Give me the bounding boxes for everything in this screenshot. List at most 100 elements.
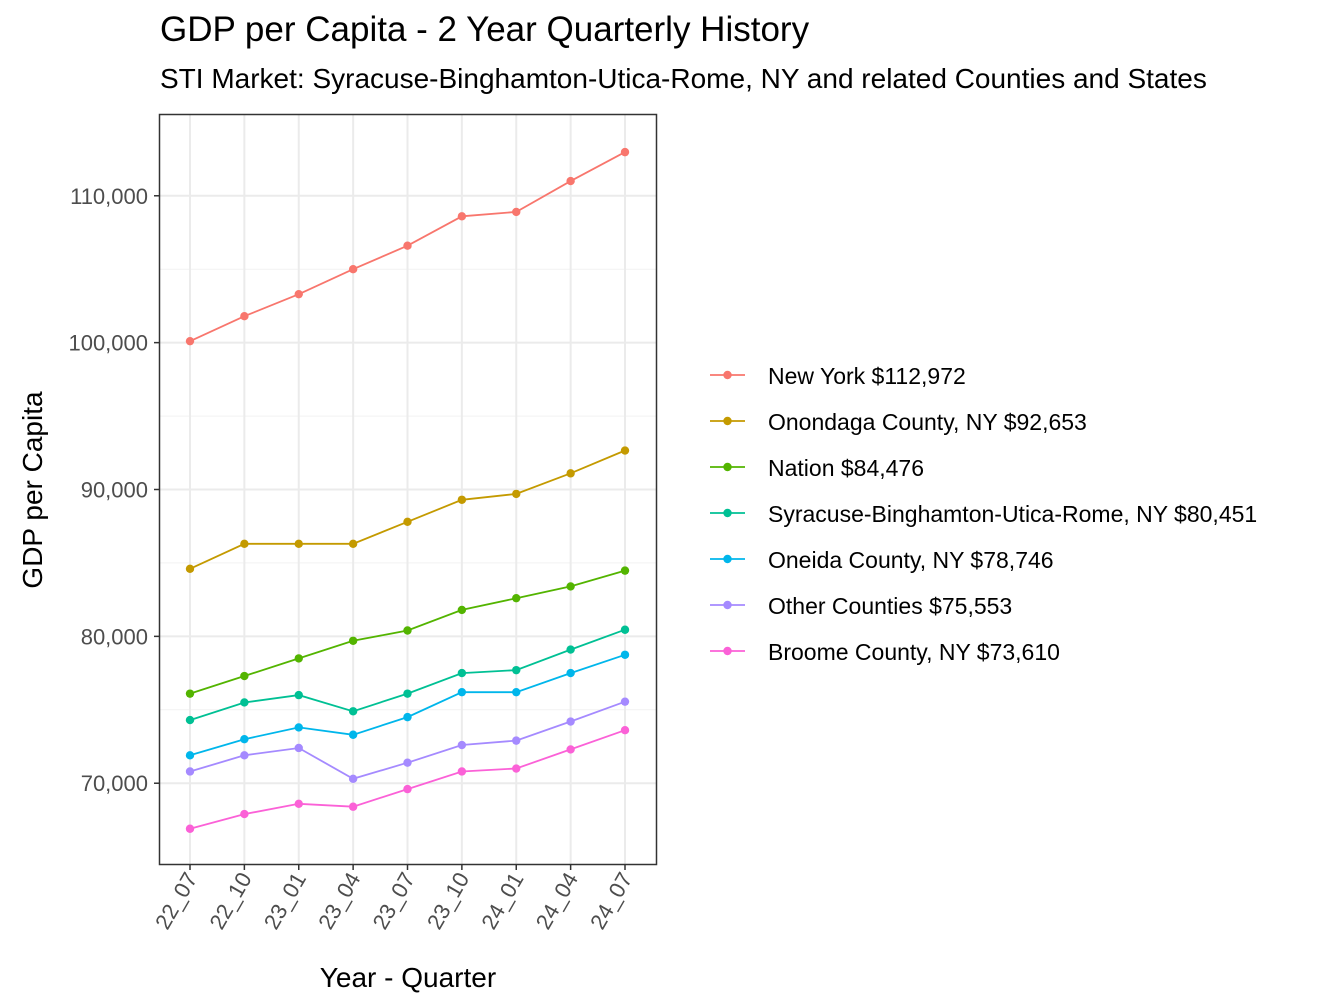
y-tick-label: 110,000 (70, 184, 148, 209)
data-point (457, 767, 467, 776)
data-point (512, 764, 521, 773)
data-point (620, 726, 630, 735)
data-point (294, 723, 303, 732)
legend-item: Other Counties $75,553 (710, 593, 1012, 619)
data-point (620, 566, 630, 575)
data-point (185, 715, 195, 725)
data-point (512, 736, 521, 745)
y-tick-label: 80,000 (81, 624, 148, 649)
data-point (294, 539, 303, 549)
y-tick-label: 100,000 (68, 331, 148, 356)
data-point (457, 687, 467, 697)
data-point (403, 689, 412, 698)
series-6 (185, 726, 630, 833)
data-point (185, 767, 195, 776)
data-point (240, 809, 249, 819)
legend-item: Broome County, NY $73,610 (710, 639, 1060, 665)
legend-key-point (723, 416, 732, 426)
data-point (348, 539, 358, 549)
data-point (185, 689, 195, 698)
data-point (620, 446, 630, 455)
data-point (403, 241, 412, 250)
legend-label: Nation $84,476 (768, 455, 924, 481)
data-point (348, 774, 358, 784)
data-point (294, 743, 303, 753)
data-point (240, 312, 249, 321)
data-point (294, 654, 303, 663)
data-point (620, 650, 630, 659)
data-point (403, 758, 412, 767)
legend-key-point (723, 554, 732, 564)
data-point (620, 697, 630, 706)
data-point (566, 645, 575, 654)
legend-label: Syracuse-Binghamton-Utica-Rome, NY $80,4… (768, 501, 1257, 527)
series-5 (185, 697, 630, 784)
legend-item: New York $112,972 (710, 363, 966, 389)
x-tick-label: 24_04 (531, 868, 583, 933)
y-tick-label: 70,000 (81, 771, 148, 796)
data-point (566, 582, 575, 591)
legend-item: Onondaga County, NY $92,653 (710, 409, 1087, 435)
x-tick-label: 22_07 (150, 868, 202, 933)
legend-item: Oneida County, NY $78,746 (710, 547, 1054, 573)
data-point (457, 495, 467, 504)
legend-label: New York $112,972 (768, 363, 966, 389)
data-point (348, 802, 358, 811)
series-1 (185, 446, 630, 574)
x-tick-label: 22_10 (204, 868, 256, 933)
legend-key-point (723, 508, 732, 518)
data-point (294, 289, 303, 299)
chart-subtitle: STI Market: Syracuse-Binghamton-Utica-Ro… (160, 63, 1207, 94)
data-point (348, 707, 358, 716)
legend-item: Syracuse-Binghamton-Utica-Rome, NY $80,4… (710, 501, 1257, 527)
x-tick-label: 23_01 (259, 868, 311, 933)
legend-label: Onondaga County, NY $92,653 (768, 409, 1087, 435)
data-point (348, 730, 358, 739)
data-point (566, 176, 575, 186)
x-tick-label: 24_01 (476, 868, 528, 933)
data-point (348, 636, 358, 645)
data-point (566, 717, 575, 726)
data-point (566, 469, 575, 478)
series-4 (185, 650, 630, 760)
series-layer (185, 147, 630, 833)
x-tick-label: 24_07 (585, 868, 637, 933)
data-point (620, 625, 630, 634)
legend-key-point (723, 646, 732, 656)
data-point (240, 671, 249, 681)
data-point (403, 626, 412, 635)
legend-label: Other Counties $75,553 (768, 593, 1012, 619)
data-point (240, 539, 249, 549)
data-point (348, 265, 358, 274)
chart-title: GDP per Capita - 2 Year Quarterly Histor… (160, 10, 810, 49)
legend-key-point (723, 600, 732, 610)
data-point (240, 751, 249, 760)
data-point (512, 593, 521, 603)
data-point (403, 517, 412, 527)
series-0 (185, 147, 630, 346)
data-point (512, 665, 521, 675)
legend-key-point (723, 370, 732, 380)
legend-label: Oneida County, NY $78,746 (768, 547, 1054, 573)
data-point (566, 668, 575, 678)
data-point (512, 489, 521, 499)
legend-key-point (723, 462, 732, 472)
data-point (457, 212, 467, 221)
legend-label: Broome County, NY $73,610 (768, 639, 1060, 665)
data-point (512, 687, 521, 697)
x-tick-label: 23_07 (368, 868, 420, 933)
y-axis-title: GDP per Capita (17, 391, 48, 589)
series-2 (185, 566, 630, 698)
data-point (240, 698, 249, 707)
data-point (403, 712, 412, 722)
legend: New York $112,972 Onondaga County, NY $92… (710, 363, 1257, 665)
data-point (294, 799, 303, 808)
data-point (620, 147, 630, 157)
data-point (185, 751, 195, 760)
data-point (512, 207, 521, 217)
data-point (240, 734, 249, 744)
y-tick-label: 90,000 (81, 478, 148, 503)
data-point (457, 740, 467, 750)
data-point (185, 336, 195, 346)
